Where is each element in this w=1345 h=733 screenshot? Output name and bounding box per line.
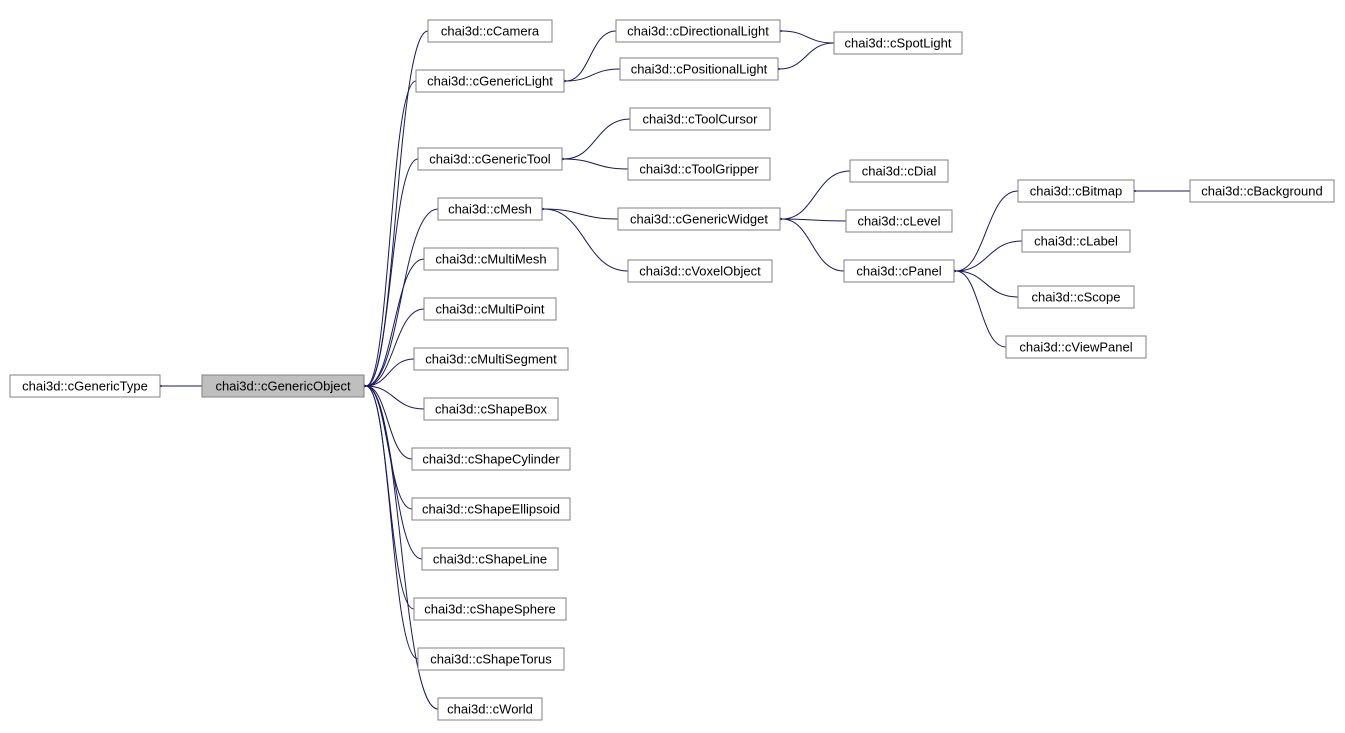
edge-cDirectionalLight-to-cGenericLight [566,31,616,81]
node-cWorld[interactable]: chai3d::cWorld [438,698,542,720]
edge-cViewPanel-to-cPanel [956,271,1006,347]
node-label-cDial: chai3d::cDial [862,163,937,178]
node-label-cDirectionalLight: chai3d::cDirectionalLight [627,23,769,38]
node-label-cVoxelObject: chai3d::cVoxelObject [639,263,761,278]
edge-cBitmap-to-cPanel [956,191,1018,271]
edge-cGenericTool-to-cGenericObject [366,159,418,386]
node-label-cLabel: chai3d::cLabel [1034,233,1118,248]
node-cShapeBox[interactable]: chai3d::cShapeBox [424,398,558,420]
node-cLabel[interactable]: chai3d::cLabel [1022,230,1130,252]
node-label-cScope: chai3d::cScope [1032,289,1121,304]
node-cVoxelObject[interactable]: chai3d::cVoxelObject [628,260,772,282]
node-label-cShapeCylinder: chai3d::cShapeCylinder [422,451,560,466]
node-cPositionalLight[interactable]: chai3d::cPositionalLight [620,58,778,80]
node-label-cSpotLight: chai3d::cSpotLight [845,35,952,50]
node-cCamera[interactable]: chai3d::cCamera [428,20,552,42]
edge-cDial-to-cGenericWidget [782,171,850,219]
node-label-cPanel: chai3d::cPanel [856,263,941,278]
node-label-cMultiSegment: chai3d::cMultiSegment [425,351,557,366]
edge-cPanel-to-cGenericWidget [782,219,844,271]
edge-cShapeSphere-to-cGenericObject [366,386,414,609]
node-label-cCamera: chai3d::cCamera [441,23,540,38]
node-label-cViewPanel: chai3d::cViewPanel [1019,339,1132,354]
node-label-cShapeEllipsoid: chai3d::cShapeEllipsoid [422,501,560,516]
edge-cMultiSegment-to-cGenericObject [366,359,414,386]
node-label-cGenericTool: chai3d::cGenericTool [429,151,551,166]
node-cToolCursor[interactable]: chai3d::cToolCursor [630,108,770,130]
node-cGenericWidget[interactable]: chai3d::cGenericWidget [618,208,780,230]
node-cMultiPoint[interactable]: chai3d::cMultiPoint [424,298,556,320]
node-cDirectionalLight[interactable]: chai3d::cDirectionalLight [616,20,780,42]
node-label-cBitmap: chai3d::cBitmap [1030,183,1123,198]
class-inheritance-diagram: chai3d::cGenericType chai3d::cGenericObje… [0,0,1345,733]
node-cToolGripper[interactable]: chai3d::cToolGripper [628,158,770,180]
node-label-cShapeSphere: chai3d::cShapeSphere [424,601,556,616]
node-cGenericLight[interactable]: chai3d::cGenericLight [416,70,564,92]
node-cSpotLight[interactable]: chai3d::cSpotLight [834,32,962,54]
edge-cLabel-to-cPanel [956,241,1022,271]
node-cShapeSphere[interactable]: chai3d::cShapeSphere [414,598,566,620]
node-label-cWorld: chai3d::cWorld [447,701,533,716]
node-label-cShapeLine: chai3d::cShapeLine [433,551,547,566]
node-cDial[interactable]: chai3d::cDial [850,160,948,182]
node-label-cGenericType: chai3d::cGenericType [22,378,148,393]
node-label-cMultiPoint: chai3d::cMultiPoint [435,301,544,316]
node-label-cGenericLight: chai3d::cGenericLight [427,73,553,88]
node-cBitmap[interactable]: chai3d::cBitmap [1018,180,1134,202]
nodes-layer: chai3d::cGenericType chai3d::cGenericObje… [10,20,1334,720]
edges-layer [162,31,1190,709]
node-cBackground[interactable]: chai3d::cBackground [1190,180,1334,202]
node-cShapeTorus[interactable]: chai3d::cShapeTorus [418,648,564,670]
edge-cToolCursor-to-cGenericTool [564,119,630,159]
edge-cToolGripper-to-cGenericTool [564,159,628,169]
edge-cSpotLight-to-cPositionalLight [780,43,834,69]
node-label-cMultiMesh: chai3d::cMultiMesh [435,251,546,266]
node-cLevel[interactable]: chai3d::cLevel [846,210,952,232]
edge-cSpotLight-to-cDirectionalLight [782,31,834,43]
node-cGenericType[interactable]: chai3d::cGenericType [10,375,160,397]
node-label-cShapeTorus: chai3d::cShapeTorus [430,651,552,666]
node-label-cLevel: chai3d::cLevel [857,213,940,228]
node-cPanel[interactable]: chai3d::cPanel [844,260,954,282]
node-label-cGenericObject: chai3d::cGenericObject [215,378,351,393]
node-cMultiSegment[interactable]: chai3d::cMultiSegment [414,348,568,370]
node-label-cShapeBox: chai3d::cShapeBox [435,401,548,416]
node-cMultiMesh[interactable]: chai3d::cMultiMesh [424,248,558,270]
node-label-cToolCursor: chai3d::cToolCursor [643,111,759,126]
edge-cGenericLight-to-cGenericObject [366,81,416,386]
node-cShapeLine[interactable]: chai3d::cShapeLine [422,548,558,570]
node-cGenericObject[interactable]: chai3d::cGenericObject [202,375,364,397]
node-cShapeCylinder[interactable]: chai3d::cShapeCylinder [412,448,570,470]
node-cGenericTool[interactable]: chai3d::cGenericTool [418,148,562,170]
node-label-cPositionalLight: chai3d::cPositionalLight [631,61,768,76]
edge-cShapeLine-to-cGenericObject [366,386,422,559]
node-label-cBackground: chai3d::cBackground [1201,183,1322,198]
node-label-cMesh: chai3d::cMesh [448,201,532,216]
node-label-cGenericWidget: chai3d::cGenericWidget [630,211,768,226]
node-cMesh[interactable]: chai3d::cMesh [438,198,542,220]
node-label-cToolGripper: chai3d::cToolGripper [639,161,759,176]
node-cScope[interactable]: chai3d::cScope [1018,286,1134,308]
node-cShapeEllipsoid[interactable]: chai3d::cShapeEllipsoid [412,498,570,520]
node-cViewPanel[interactable]: chai3d::cViewPanel [1006,336,1146,358]
